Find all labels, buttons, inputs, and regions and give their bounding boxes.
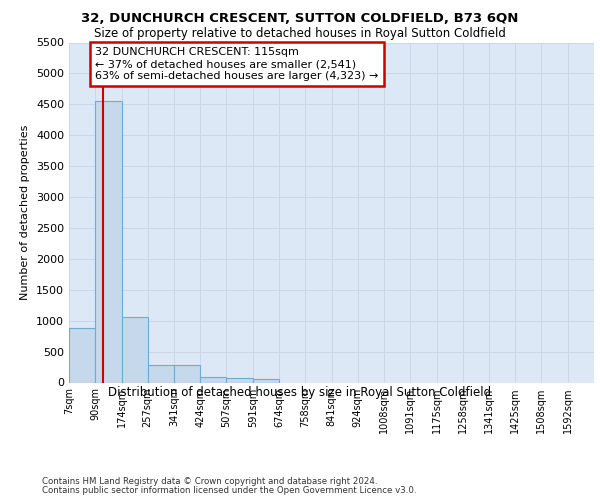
Text: Distribution of detached houses by size in Royal Sutton Coldfield: Distribution of detached houses by size …: [109, 386, 491, 399]
Y-axis label: Number of detached properties: Number of detached properties: [20, 125, 31, 300]
Bar: [122, 317, 148, 382]
Text: Contains public sector information licensed under the Open Government Licence v3: Contains public sector information licen…: [42, 486, 416, 495]
Bar: [253, 380, 279, 382]
Bar: [69, 328, 95, 382]
Bar: [174, 364, 200, 382]
Text: Size of property relative to detached houses in Royal Sutton Coldfield: Size of property relative to detached ho…: [94, 28, 506, 40]
Bar: [95, 100, 122, 382]
Bar: [148, 364, 174, 382]
Bar: [226, 378, 253, 382]
Text: 32, DUNCHURCH CRESCENT, SUTTON COLDFIELD, B73 6QN: 32, DUNCHURCH CRESCENT, SUTTON COLDFIELD…: [82, 12, 518, 26]
Bar: [200, 377, 226, 382]
Text: 32 DUNCHURCH CRESCENT: 115sqm
← 37% of detached houses are smaller (2,541)
63% o: 32 DUNCHURCH CRESCENT: 115sqm ← 37% of d…: [95, 48, 379, 80]
Text: Contains HM Land Registry data © Crown copyright and database right 2024.: Contains HM Land Registry data © Crown c…: [42, 477, 377, 486]
